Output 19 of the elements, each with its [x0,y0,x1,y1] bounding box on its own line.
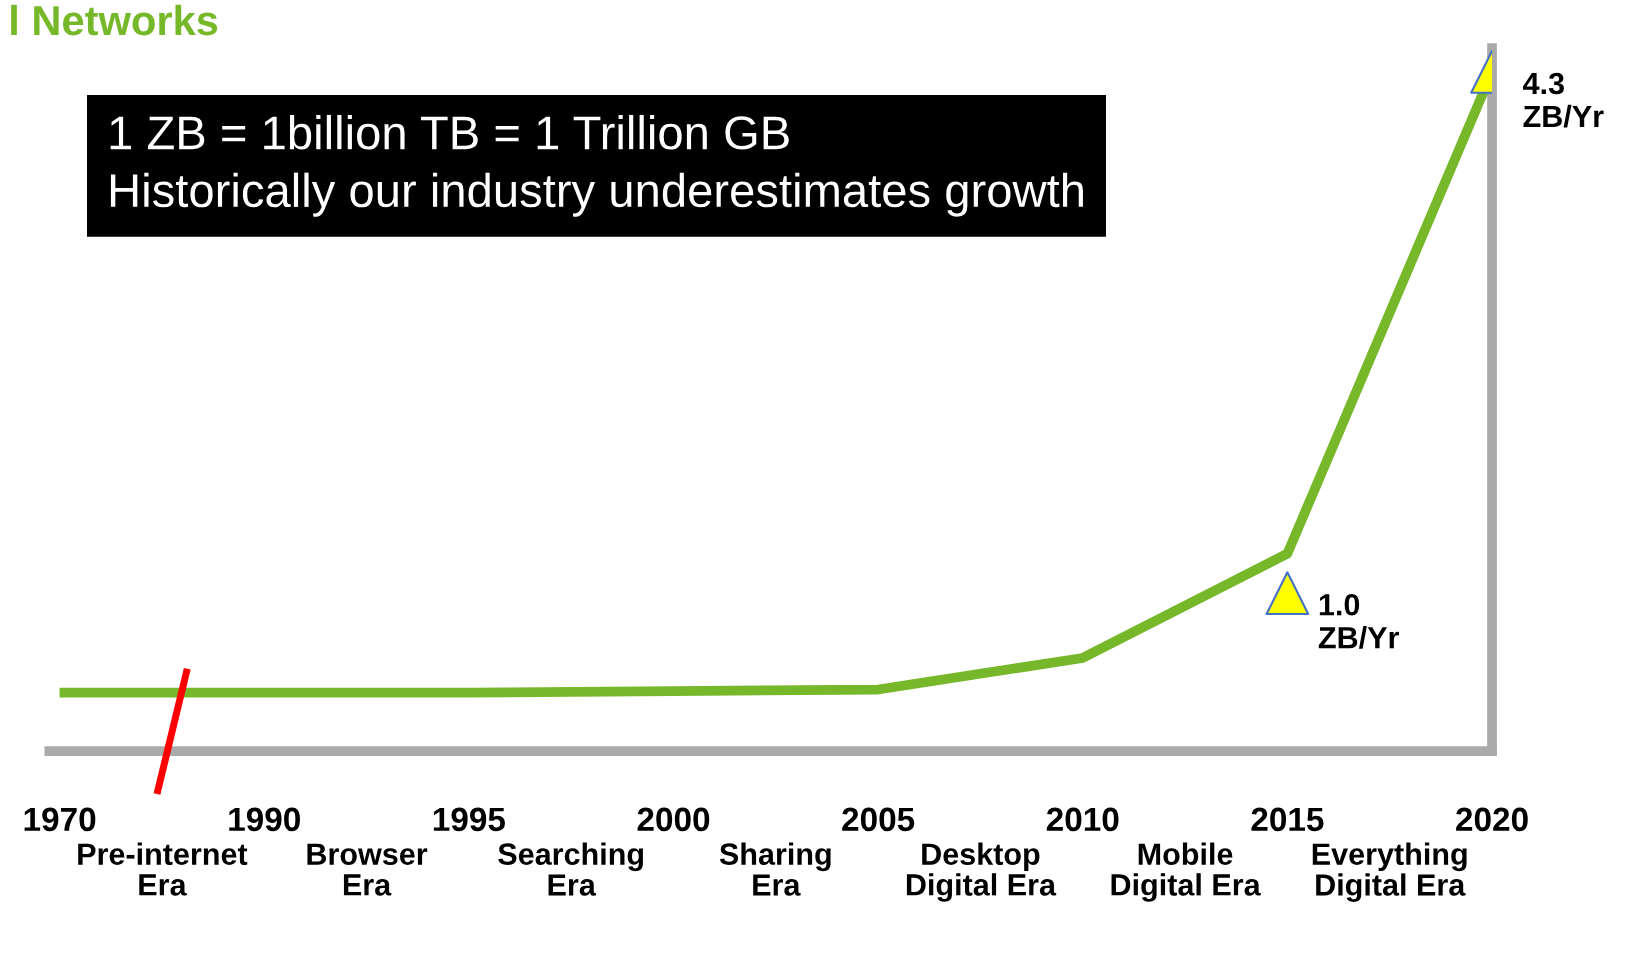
x-tick-label: 2010 [1046,807,1119,832]
x-tick-label: 2000 [637,807,710,832]
text: Everything Digital Era [1312,842,1467,902]
annotation: 1 ZB = 1billion TB = 1 Trillion GB Historically our industry underestimates growth [110,114,1083,217]
x-tick-label: 2005 [842,807,915,832]
text: Pre-internet Era [78,842,248,896]
text: Searching Era [498,842,643,896]
chart-title: l Networks [11,4,218,36]
text: Sharing Era [719,842,831,896]
data-label: 1.0 ZB/Yr [1318,593,1399,649]
x-tick-label: 1995 [433,807,505,832]
x-tick-label: 2015 [1251,807,1324,832]
text: Desktop Digital Era [906,842,1057,902]
data-label: 4.3 ZB/Yr [1523,72,1604,128]
text: Mobile Digital Era [1111,842,1261,902]
x-tick-label: 2020 [1456,807,1528,832]
x-tick-label: 1970 [24,807,96,832]
x-tick-label: 1990 [229,807,300,832]
text: Browser Era [307,843,428,896]
